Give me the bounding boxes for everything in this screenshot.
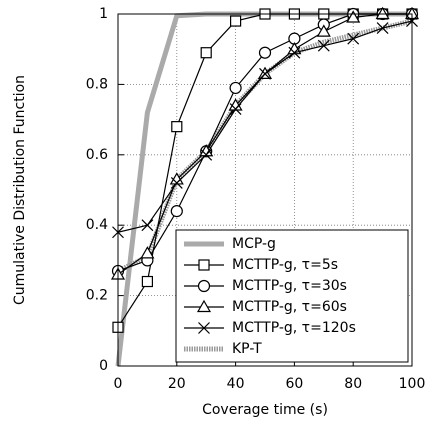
marker <box>196 299 212 313</box>
marker <box>170 205 183 218</box>
y-tick-label: 0.8 <box>86 76 108 92</box>
marker <box>259 67 271 80</box>
x-tick-label: 60 <box>285 376 303 392</box>
legend-label: MCTTP-g, τ=5s <box>232 257 338 273</box>
marker <box>200 148 213 161</box>
x-tick-label: 100 <box>399 376 425 392</box>
marker <box>141 219 154 232</box>
y-axis-label: Cumulative Distribution Function <box>12 75 28 305</box>
marker <box>347 32 360 45</box>
marker <box>229 103 242 115</box>
marker <box>141 275 153 288</box>
x-tick-label: 80 <box>344 376 362 392</box>
y-tick-label: 0 <box>99 358 108 374</box>
x-tick-label: 40 <box>227 376 245 392</box>
marker <box>171 121 183 133</box>
marker <box>170 177 183 189</box>
legend-label: KP-T <box>232 341 262 357</box>
x-axis-label: Coverage time (s) <box>202 402 328 418</box>
marker <box>140 246 155 259</box>
marker <box>197 279 211 293</box>
marker <box>198 259 210 271</box>
marker <box>229 81 242 95</box>
y-tick-label: 0.4 <box>86 217 108 233</box>
legend-label: MCP-g <box>232 236 276 252</box>
y-tick-label: 0.2 <box>86 288 108 304</box>
x-tick-label: 20 <box>168 376 186 392</box>
marker <box>258 46 272 59</box>
plot-frame <box>117 13 413 367</box>
marker <box>376 22 389 35</box>
legend-label: MCTTP-g, τ=30s <box>232 278 347 294</box>
marker <box>317 39 330 52</box>
x-tick-label: 0 <box>114 376 123 392</box>
marker <box>346 10 361 23</box>
marker <box>316 24 331 37</box>
marker <box>198 322 210 334</box>
marker <box>287 41 302 55</box>
y-tick-label: 0.6 <box>86 147 108 163</box>
marker <box>375 6 390 20</box>
marker <box>288 46 301 59</box>
legend-box <box>175 229 409 363</box>
marker <box>200 47 212 59</box>
legend-label: MCTTP-g, τ=60s <box>232 299 347 315</box>
marker <box>230 15 242 27</box>
y-tick-label: 1 <box>99 6 108 22</box>
legend-label: MCTTP-g, τ=120s <box>232 320 356 336</box>
